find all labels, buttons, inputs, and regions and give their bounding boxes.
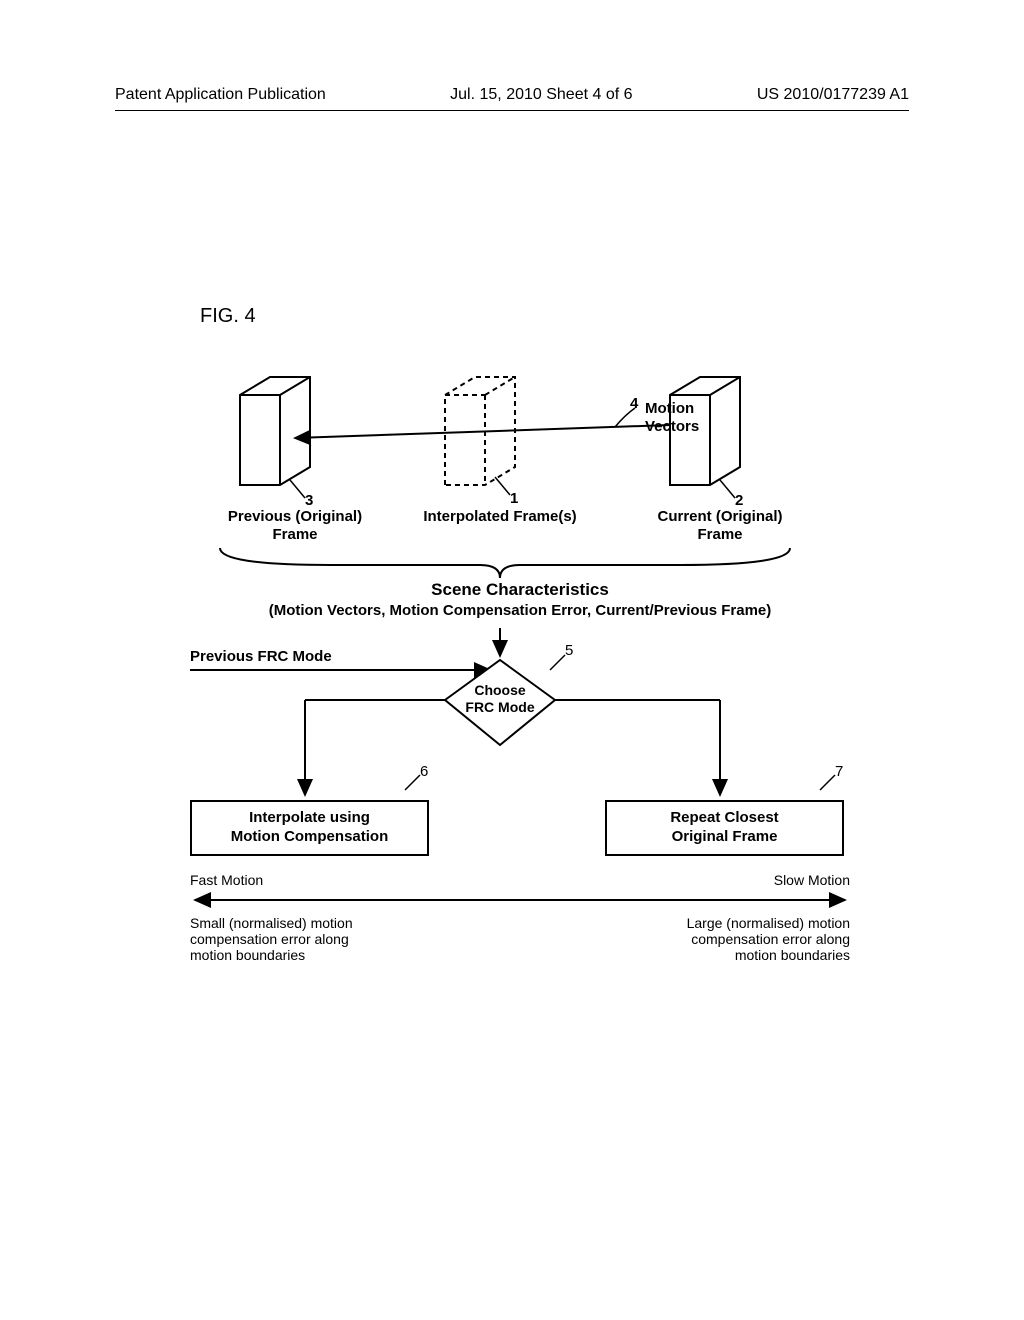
motion-vector-line (295, 425, 670, 438)
scene-subtitle: (Motion Vectors, Motion Compensation Err… (150, 602, 890, 620)
axis-right-top: Slow Motion (774, 872, 850, 888)
num-5: 5 (565, 642, 573, 660)
box-interpolate: Interpolate using Motion Compensation (190, 800, 429, 856)
num-4: 4 (630, 395, 638, 413)
branch-right (555, 700, 720, 795)
curly-brace (220, 548, 790, 578)
label-previous-frame: Previous (Original) Frame (205, 508, 385, 544)
box-interpolate-label: Interpolate using Motion Compensation (231, 809, 389, 847)
header-rule (115, 110, 909, 111)
axis-left-bottom: Small (normalised) motion compensation e… (190, 915, 430, 963)
current-frame-shape (670, 377, 740, 498)
leader-6 (405, 775, 420, 790)
box-repeat: Repeat Closest Original Frame (605, 800, 844, 856)
header-center: Jul. 15, 2010 Sheet 4 of 6 (450, 86, 632, 104)
axis-right-bottom: Large (normalised) motion compensation e… (610, 915, 850, 963)
box-repeat-label: Repeat Closest Original Frame (670, 809, 778, 847)
header-left: Patent Application Publication (115, 86, 326, 104)
leader-5 (550, 655, 565, 670)
figure-label: FIG. 4 (200, 305, 256, 328)
num-1: 1 (510, 490, 518, 508)
header-right: US 2010/0177239 A1 (757, 86, 909, 104)
page-header: Patent Application Publication Jul. 15, … (0, 86, 1024, 104)
label-choose-frc: Choose FRC Mode (450, 682, 550, 716)
interpolated-frame-shape (445, 377, 515, 495)
label-interpolated-frame: Interpolated Frame(s) (405, 508, 595, 526)
num-7: 7 (835, 763, 843, 781)
label-current-frame: Current (Original) Frame (620, 508, 820, 544)
diagram-container: 3 Previous (Original) Frame 1 Interpolat… (150, 370, 890, 1010)
num-6: 6 (420, 763, 428, 781)
label-motion-vectors: Motion Vectors (645, 400, 725, 436)
label-previous-frc-mode: Previous FRC Mode (190, 648, 332, 666)
leader-7 (820, 775, 835, 790)
scene-title: Scene Characteristics (150, 580, 890, 600)
axis-left-top: Fast Motion (190, 872, 263, 888)
